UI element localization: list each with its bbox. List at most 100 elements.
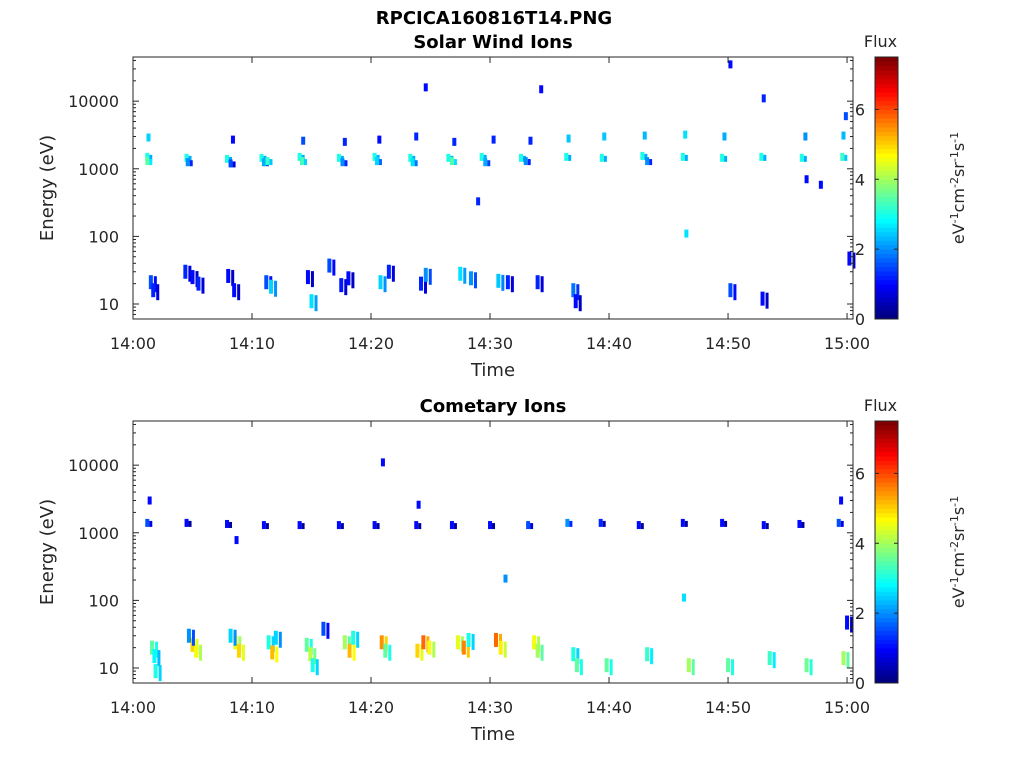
x-tick-label: 15:00 [824,698,870,717]
unit-text: eV [949,587,968,608]
heatmap-cell [847,251,852,266]
colorbar-swatch [875,139,898,145]
heatmap-cell [649,159,653,166]
heatmap-cell [568,154,572,161]
colorbar-swatch [875,473,898,479]
heatmap-cell [383,276,387,293]
heatmap-cell [236,643,241,658]
heatmap-cell [604,658,609,673]
heatmap-cell [569,520,573,527]
heatmap-cell [645,647,650,662]
heatmap-cell [844,154,848,161]
heatmap-cell [644,153,648,160]
heatmap-cell [850,616,854,633]
heatmap-cell [228,628,233,643]
heatmap-cell [763,154,767,161]
heatmap-cell [356,631,360,648]
colorbar-swatch [875,266,898,272]
colorbar-swatch [875,617,898,623]
heatmap-cell [797,519,802,528]
heatmap-cell [680,152,685,161]
heatmap-cell [351,272,355,289]
colorbar-swatch [875,565,898,570]
colorbar-swatch [875,582,898,588]
colorbar-swatch [875,569,898,575]
colorbar-swatch [875,91,898,97]
heatmap-cell [145,152,150,161]
heatmap-cell [388,644,392,661]
unit-superscript: -1 [948,132,961,143]
unit-superscript: -1 [948,151,961,162]
heatmap-cell [145,157,150,166]
heatmap-cell [196,276,201,291]
heatmap-cell [336,153,341,162]
heatmap-cell [767,651,772,666]
colorbar-swatch [875,218,898,224]
heatmap-cell [720,153,725,162]
colorbar-swatch [875,469,898,474]
heatmap-cell [453,523,457,530]
heatmap-cell [728,283,733,298]
heatmap-cell [414,521,419,530]
heatmap-cell [843,112,848,121]
heatmap-cell [540,276,544,293]
heatmap-cell [845,615,850,630]
heatmap-cell [372,521,377,530]
heatmap-cell [535,275,540,290]
colorbar-swatch [875,288,898,294]
heatmap-cell [372,152,377,161]
colorbar-swatch [875,429,898,435]
colorbar-swatch [875,639,898,645]
heatmap-cell [274,280,278,297]
colorbar-swatch [875,656,898,662]
heatmap-cell [840,152,845,161]
heatmap-cell [342,137,347,146]
figure-title: RPCICA160816T14.PNG [376,8,612,29]
colorbar-tick-label: 6 [855,100,865,119]
heatmap-cell [479,152,484,161]
unit-text: cm [949,552,968,576]
heatmap-cell [428,268,432,285]
heatmap-cell [278,631,282,648]
colorbar-swatch [875,586,898,592]
heatmap-cell [684,229,689,238]
colorbar-swatch [875,257,898,263]
x-tick-label: 14:30 [467,334,513,353]
colorbar-swatch [875,65,898,71]
heatmap-cell [344,160,348,167]
y-tick-label: 100 [88,591,119,610]
heatmap-cell [446,153,451,162]
colorbar-swatch [875,495,898,501]
heatmap-cell [414,132,419,141]
colorbar-swatch [875,96,898,102]
colorbar-swatch [875,275,898,281]
heatmap-cell [686,658,691,673]
heatmap-cell [226,268,231,283]
heatmap-cell [273,630,278,645]
heatmap-cell [408,153,413,162]
colorbar-swatch [875,442,898,448]
heatmap-cell [761,94,766,103]
heatmap-cell [228,159,233,168]
heatmap-cell [186,628,191,643]
colorbar-swatch [875,447,898,453]
heatmap-cell [374,157,379,166]
heatmap-cell [309,294,314,309]
heatmap-cell [487,160,491,167]
heatmap-cell [501,274,505,291]
heatmap-cell [598,518,603,527]
heatmap-cell [846,652,850,669]
heatmap-cell [270,645,275,660]
heatmap-cell [418,523,422,530]
heatmap-cell [340,523,344,530]
heatmap-cell [146,133,151,142]
y-tick-label: 100 [88,227,119,246]
heatmap-cell [682,593,687,602]
heatmap-cell [332,259,336,276]
colorbar-swatch [875,109,898,115]
heatmap-cell [275,646,279,663]
heatmap-cell [493,632,498,647]
heatmap-cells [145,60,856,312]
heatmap-cell [336,521,341,530]
heatmap-cell [419,276,423,291]
